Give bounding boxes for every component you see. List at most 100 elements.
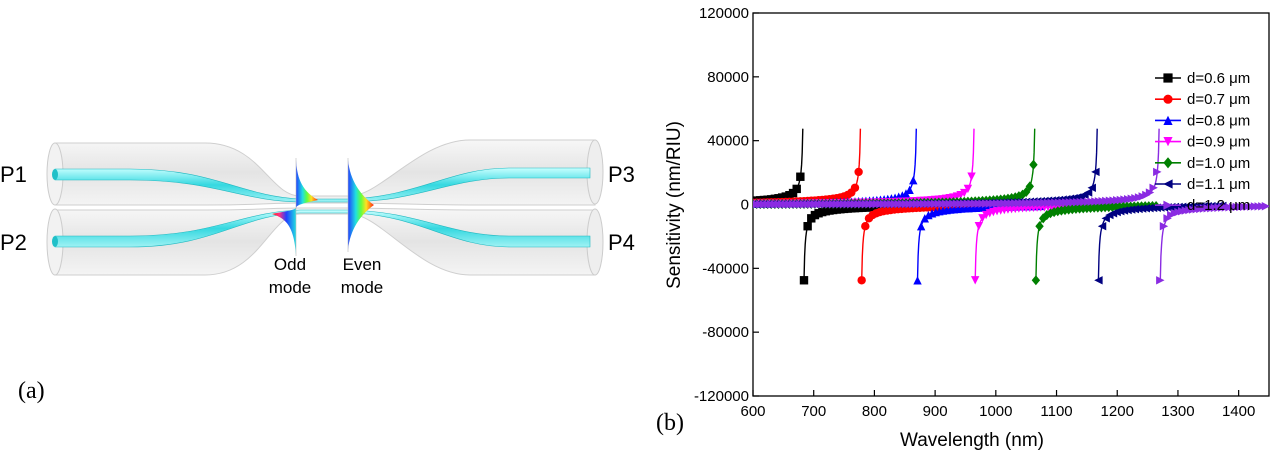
- data-point-marker: [1126, 205, 1136, 214]
- odd-mode-label-line2: mode: [269, 278, 312, 297]
- series-negative-branch: [1035, 205, 1157, 281]
- x-tick-label: 1000: [979, 403, 1012, 420]
- port-label-p2: P2: [0, 230, 27, 255]
- even-mode-label-line1: Even: [343, 255, 382, 274]
- sensitivity-chart-panel: 600 700 800 900 1000 1100 1200 1300 1400 120000 80…: [640, 0, 1270, 456]
- data-point-marker: [970, 276, 980, 285]
- data-point-marker: [974, 222, 984, 231]
- data-point-marker: [960, 188, 969, 198]
- y-tick-label: 120000: [699, 5, 749, 22]
- odd-mode-label-line1: Odd: [274, 255, 306, 274]
- panel-label-b: (b): [656, 410, 684, 436]
- data-point-marker: [857, 276, 866, 285]
- y-tick-label: -120000: [694, 388, 749, 405]
- lower-core: [54, 209, 591, 248]
- coupler-diagram-panel: P1 P2 P3 P4 Odd mode Even mode (a): [0, 0, 640, 456]
- data-point-marker: [913, 276, 922, 285]
- data-point-marker: [861, 222, 870, 231]
- data-point-marker: [1091, 167, 1100, 177]
- series-negative-branch: [861, 205, 984, 281]
- x-tick-label: 700: [801, 403, 826, 420]
- legend-label: d=1.2 μm: [1187, 197, 1250, 214]
- data-point-marker: [850, 183, 860, 192]
- data-point-marker: [1025, 181, 1035, 192]
- legend-label: d=0.9 μm: [1187, 134, 1250, 151]
- x-tick-label: 1400: [1222, 403, 1255, 420]
- port-label-p3: P3: [608, 162, 635, 187]
- panel-label-a: (a): [18, 378, 45, 404]
- legend-label: d=0.7 μm: [1187, 91, 1250, 108]
- odd-mode-profile: [272, 158, 318, 256]
- data-point-marker: [1087, 183, 1096, 192]
- data-point-marker: [1123, 205, 1132, 215]
- legend-marker: [1163, 73, 1173, 83]
- y-tick-label: 0: [741, 197, 749, 214]
- series-negative-branch: [916, 205, 1042, 281]
- legend-marker: [1163, 200, 1173, 210]
- data-point-marker: [799, 276, 809, 285]
- data-point-marker: [1035, 221, 1044, 232]
- data-point-marker: [909, 175, 918, 185]
- upper-core: [54, 167, 591, 203]
- series-7: [753, 128, 1269, 285]
- data-point-marker: [1031, 275, 1041, 286]
- legend-label: d=1.0 μm: [1187, 155, 1250, 172]
- sensitivity-chart: 600 700 800 900 1000 1100 1200 1300 1400 120000 80…: [656, 5, 1270, 451]
- series-negative-branch: [1159, 205, 1269, 281]
- even-mode-profile: [347, 158, 374, 252]
- data-point-marker: [916, 222, 926, 231]
- data-point-marker: [1097, 222, 1107, 231]
- data-point-marker: [796, 172, 805, 181]
- data-point-marker: [1119, 206, 1129, 215]
- data-point-marker: [1134, 204, 1143, 214]
- y-tick-label: -80000: [702, 324, 749, 341]
- data-point-marker: [1130, 205, 1140, 214]
- legend-marker: [1163, 157, 1173, 169]
- data-point-marker: [1029, 159, 1038, 170]
- even-mode-label-line2: mode: [341, 278, 384, 297]
- series-positive-branch: [753, 128, 917, 205]
- y-tick-label: 80000: [707, 69, 749, 86]
- y-axis-title: Sensitivity (nm/RIU): [664, 121, 685, 289]
- data-point-marker: [967, 172, 976, 181]
- legend-label: d=0.6 μm: [1187, 70, 1250, 87]
- y-tick-label: 40000: [707, 133, 749, 150]
- x-tick-label: 1100: [1040, 403, 1072, 420]
- data-point-marker: [1149, 183, 1158, 192]
- data-point-marker: [1116, 207, 1125, 216]
- legend-label: d=0.8 μm: [1187, 112, 1250, 129]
- y-tick-label: -40000: [702, 260, 749, 277]
- data-point-marker: [1153, 167, 1162, 177]
- x-tick-label: 1200: [1101, 403, 1134, 420]
- data-point-marker: [854, 167, 863, 177]
- upper-fiber-cladding: [54, 139, 596, 206]
- data-point-marker: [1094, 276, 1103, 285]
- data-point-marker: [905, 185, 914, 195]
- data-point-marker: [803, 222, 812, 231]
- data-point-marker: [1083, 188, 1093, 197]
- legend-marker: [1163, 137, 1173, 147]
- legend-marker: [1163, 94, 1173, 104]
- data-point-marker: [1156, 276, 1165, 285]
- lower-fiber-cladding: [54, 207, 596, 276]
- x-tick-label: 800: [862, 403, 887, 420]
- x-axis-title: Wavelength (nm): [900, 430, 1044, 451]
- x-tick-label: 1300: [1161, 403, 1194, 420]
- coupler-diagram: P1 P2 P3 P4 Odd mode Even mode (a): [0, 139, 635, 404]
- data-point-marker: [1159, 222, 1169, 231]
- p1-core-face: [52, 169, 58, 180]
- port-label-p4: P4: [608, 230, 635, 255]
- p2-core-face: [52, 236, 58, 247]
- legend-marker: [1163, 115, 1173, 125]
- series-positive-branch: [753, 128, 862, 204]
- x-tick-label: 900: [923, 403, 948, 420]
- legend-marker: [1163, 179, 1173, 189]
- data-point-marker: [1261, 202, 1269, 211]
- data-point-marker: [978, 214, 987, 223]
- data-point-marker: [1145, 188, 1155, 197]
- x-tick-label: 600: [740, 403, 765, 420]
- data-point-marker: [963, 184, 973, 194]
- legend-label: d=1.1 μm: [1187, 176, 1250, 193]
- data-point-marker: [792, 184, 801, 194]
- series-positive-branch: [753, 128, 1098, 205]
